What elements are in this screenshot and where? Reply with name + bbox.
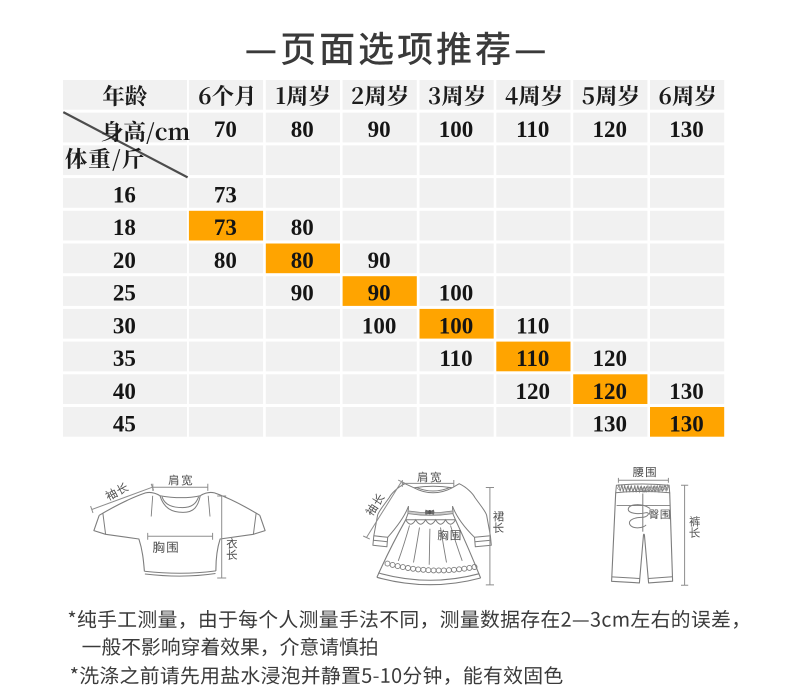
svg-text:110: 110 <box>516 117 549 142</box>
svg-text:40: 40 <box>113 379 136 404</box>
svg-text:110: 110 <box>516 313 549 338</box>
svg-text:80: 80 <box>291 215 314 240</box>
svg-text:80: 80 <box>291 117 314 142</box>
svg-text:130: 130 <box>669 117 704 142</box>
svg-text:120: 120 <box>516 379 551 404</box>
svg-text:120: 120 <box>592 117 627 142</box>
svg-text:18: 18 <box>113 215 136 240</box>
svg-text:110: 110 <box>439 346 472 371</box>
svg-text:90: 90 <box>291 281 314 306</box>
svg-text:20: 20 <box>113 248 136 273</box>
svg-text:73: 73 <box>214 215 237 240</box>
svg-text:73: 73 <box>214 183 237 208</box>
svg-text:80: 80 <box>214 248 237 273</box>
svg-text:100: 100 <box>439 313 474 338</box>
svg-text:16: 16 <box>113 183 136 208</box>
svg-text:35: 35 <box>113 346 136 371</box>
svg-text:130: 130 <box>669 379 704 404</box>
svg-text:100: 100 <box>439 117 474 142</box>
svg-text:120: 120 <box>592 346 627 371</box>
svg-text:30: 30 <box>113 313 136 338</box>
svg-text:100: 100 <box>362 313 397 338</box>
svg-text:90: 90 <box>368 281 391 306</box>
svg-text:90: 90 <box>368 248 391 273</box>
svg-text:100: 100 <box>439 281 474 306</box>
svg-text:130: 130 <box>669 412 704 437</box>
svg-text:45: 45 <box>113 412 136 437</box>
svg-text:120: 120 <box>592 379 627 404</box>
svg-text:70: 70 <box>214 117 237 142</box>
svg-text:130: 130 <box>592 412 627 437</box>
svg-text:110: 110 <box>516 346 549 371</box>
svg-text:80: 80 <box>291 248 314 273</box>
svg-text:25: 25 <box>113 281 136 306</box>
svg-text:90: 90 <box>368 117 391 142</box>
